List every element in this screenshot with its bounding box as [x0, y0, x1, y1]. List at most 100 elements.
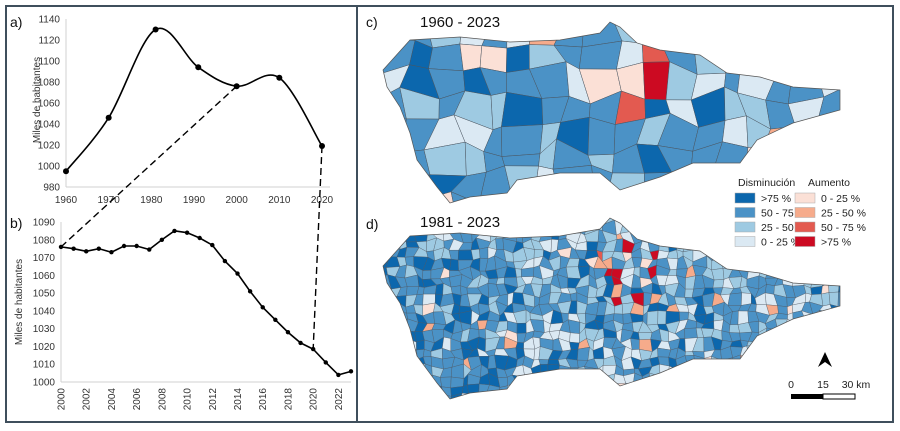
map-region: [656, 385, 670, 396]
map-region: [531, 400, 545, 413]
map-region: [674, 220, 688, 234]
map-region: [620, 390, 632, 399]
map-region: [594, 393, 606, 399]
x-tick-label: 2020: [311, 195, 334, 206]
map-region: [730, 373, 743, 387]
map-region: [639, 402, 649, 415]
map-region: [857, 296, 864, 303]
x-tick-label: 2000: [226, 195, 249, 206]
map-region: [748, 355, 758, 369]
map-region: [837, 354, 840, 370]
map-region: [693, 218, 708, 226]
y-tick-label: 980: [43, 183, 60, 194]
map-region: [747, 367, 757, 379]
map-region: [388, 339, 398, 350]
legend-swatch: [794, 192, 816, 204]
map-region: [767, 255, 778, 271]
map-region: [712, 382, 724, 397]
map-region: [738, 376, 753, 384]
map-region: [639, 392, 648, 399]
map-region: [549, 218, 564, 224]
map-region: [401, 174, 431, 202]
map-region: [854, 349, 869, 356]
map-region: [388, 329, 401, 342]
map-region: [643, 172, 674, 199]
map-region: [575, 411, 589, 422]
map-region: [639, 411, 649, 423]
legend-label: 50 - 75 %: [761, 208, 806, 220]
map-region: [548, 409, 562, 423]
map-region: [741, 292, 752, 306]
map-region: [686, 409, 697, 421]
map-region: [556, 205, 596, 229]
map-region: [839, 318, 840, 335]
map-region: [404, 356, 418, 370]
map-region: [840, 69, 870, 90]
map-region: [576, 372, 589, 389]
y-tick-label: 1080: [38, 78, 61, 89]
map-region: [621, 410, 633, 423]
map-region: [723, 395, 729, 399]
map-region: [647, 230, 660, 243]
chart-b-ylabel: Miles de habitantes: [14, 259, 25, 345]
map-region: [800, 340, 815, 351]
map-region: [694, 222, 705, 232]
map-region: [696, 411, 704, 421]
map-region: [785, 258, 794, 270]
map-region: [692, 22, 715, 44]
x-tick-label: 1990: [183, 195, 206, 206]
map-region: [854, 367, 866, 379]
map-region: [414, 363, 426, 379]
map-region: [476, 393, 490, 399]
map-region: [845, 338, 857, 352]
map-region: [774, 248, 788, 261]
map-region: [683, 227, 723, 253]
map-region: [383, 220, 390, 235]
map-region: [667, 376, 680, 388]
map-region: [727, 393, 743, 399]
map-region: [387, 411, 399, 421]
map-region: [810, 276, 823, 289]
panel-label-d: d): [366, 216, 378, 232]
map-region: [694, 401, 706, 411]
y-tick-label: 1080: [33, 235, 56, 246]
map-region: [771, 22, 806, 46]
map-region: [673, 382, 685, 397]
dashed-connectors: [60, 85, 323, 350]
map-region: [405, 218, 418, 225]
map-region: [785, 337, 796, 352]
map-region: [398, 400, 405, 412]
map-region: [848, 367, 858, 378]
map-region: [443, 401, 452, 414]
map-region: [469, 411, 481, 422]
series-line: [60, 230, 352, 376]
map-region: [513, 381, 526, 398]
map-region: [792, 319, 806, 332]
legend-swatch: [794, 207, 816, 218]
panel-label-b: b): [10, 215, 22, 231]
map-region: [468, 393, 479, 399]
map-region: [841, 143, 872, 175]
map-region: [601, 381, 616, 395]
data-point: [285, 330, 291, 335]
y-tick-label: 1040: [38, 120, 61, 131]
map-region: [712, 372, 722, 384]
data-point: [247, 289, 253, 294]
map-region: [794, 350, 803, 356]
map-c-title: 1960 - 2023: [420, 14, 500, 31]
map-region: [404, 330, 417, 343]
map-region: [577, 347, 590, 361]
map-region: [641, 22, 675, 44]
map-region: [829, 346, 840, 356]
map-region: [558, 383, 570, 396]
data-point: [121, 243, 127, 249]
map-region: [856, 329, 868, 343]
map-region: [855, 11, 872, 47]
map-region: [383, 118, 407, 153]
legend-swatch: [794, 221, 816, 233]
map-region: [459, 43, 483, 72]
map-region: [389, 318, 401, 331]
map-region: [422, 270, 432, 280]
map-region: [828, 282, 840, 293]
map-region: [865, 46, 900, 74]
